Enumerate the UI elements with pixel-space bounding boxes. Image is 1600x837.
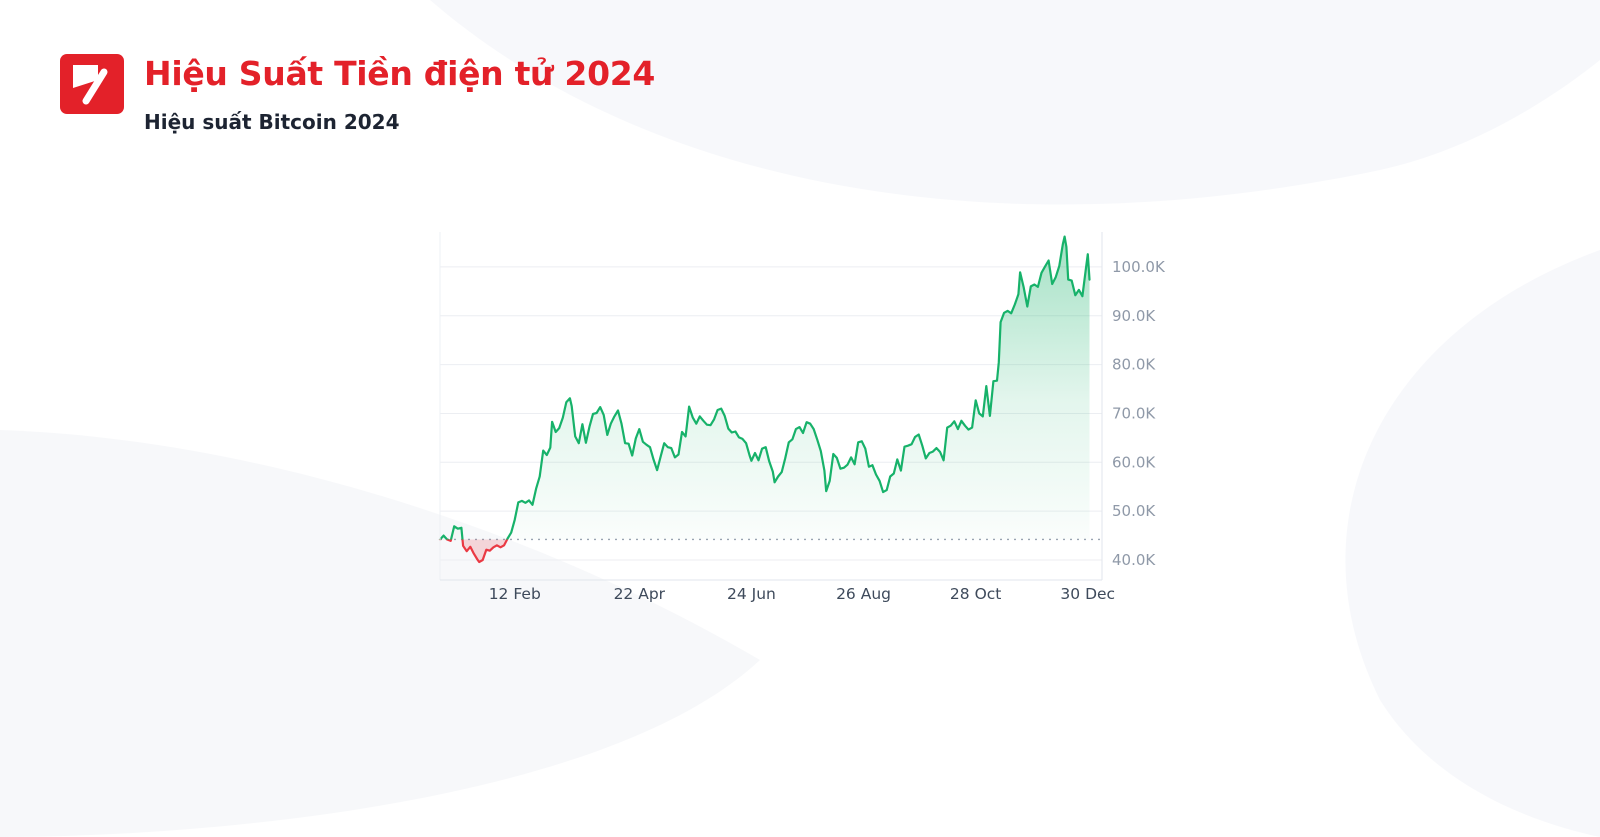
y-axis-tick-label: 70.0K [1112, 404, 1156, 422]
decor-top-swoosh [430, 0, 1600, 205]
y-axis-tick-label: 60.0K [1112, 453, 1156, 471]
x-axis-tick-label: 12 Feb [489, 585, 541, 603]
area-fill-above-baseline [440, 236, 1090, 540]
x-axis-tick-label: 30 Dec [1060, 585, 1115, 603]
price-line-up [438, 235, 1091, 540]
y-axis-tick-label: 50.0K [1112, 502, 1156, 520]
decor-bottom-left-swoosh [0, 430, 760, 837]
bitcoin-performance-chart: 40.0K 50.0K 60.0K 70.0K 80.0K 90.0K 100.0K 12 F… [436, 218, 1176, 610]
header: Hiệu Suất Tiền điện tử 2024 Hiệu suất Bi… [60, 54, 655, 134]
y-axis-tick-label: 90.0K [1112, 307, 1156, 325]
y-axis-tick-label: 100.0K [1112, 258, 1166, 276]
page-title: Hiệu Suất Tiền điện tử 2024 [144, 54, 656, 93]
header-titles: Hiệu Suất Tiền điện tử 2024 Hiệu suất Bi… [144, 54, 655, 134]
x-axis-tick-label: 28 Oct [950, 585, 1001, 603]
x-axis-tick-label: 22 Apr [614, 585, 666, 603]
decor-right-swoosh [1345, 250, 1600, 837]
brand-logo-icon [60, 54, 124, 114]
page-subtitle: Hiệu suất Bitcoin 2024 [144, 109, 400, 134]
brand-logo [60, 54, 124, 114]
x-axis-tick-label: 26 Aug [836, 585, 891, 603]
y-axis-tick-label: 80.0K [1112, 356, 1156, 374]
x-axis-tick-label: 24 Jun [727, 585, 776, 603]
price-area-chart: 40.0K 50.0K 60.0K 70.0K 80.0K 90.0K 100.0K 12 F… [438, 232, 1166, 603]
y-axis-tick-label: 40.0K [1112, 551, 1156, 569]
